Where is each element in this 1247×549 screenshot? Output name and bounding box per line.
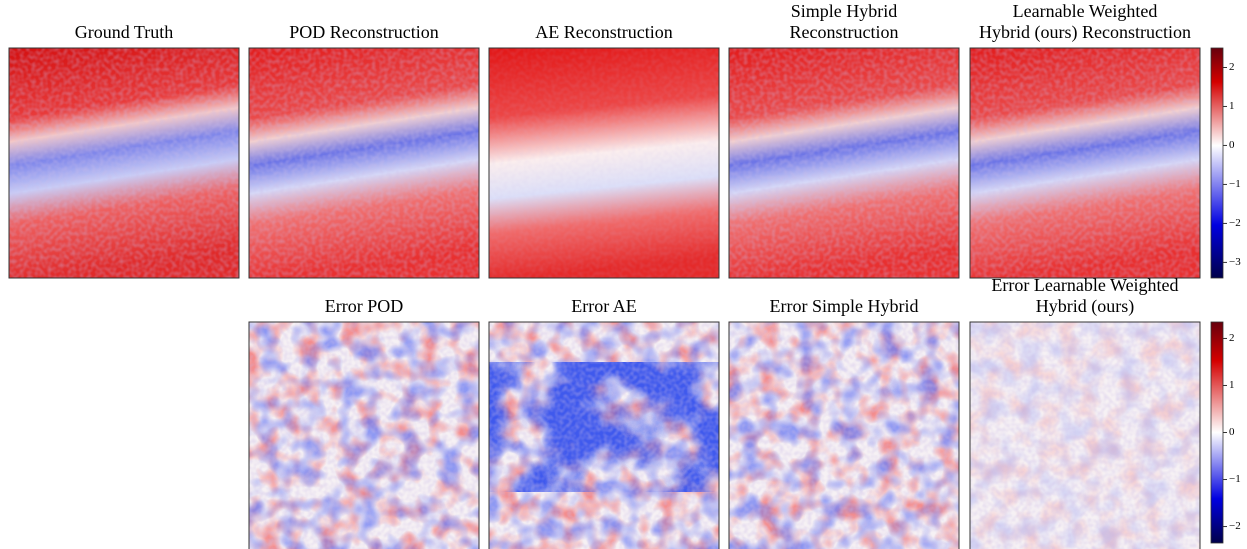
panel-title: Error POD bbox=[325, 296, 404, 316]
texture bbox=[249, 322, 479, 549]
texture bbox=[249, 48, 479, 278]
panel-title: Error AE bbox=[571, 296, 636, 316]
texture bbox=[489, 322, 719, 549]
panel-title: Simple Hybrid bbox=[791, 1, 898, 21]
colorbar bbox=[1211, 48, 1223, 278]
figure: Ground Truth POD Reconstruction AE Reconst… bbox=[0, 0, 1247, 549]
colorbar bbox=[1211, 322, 1223, 543]
panel-title: Ground Truth bbox=[75, 22, 174, 42]
panel: Error POD bbox=[249, 296, 479, 549]
panel-title: AE Reconstruction bbox=[535, 22, 672, 42]
texture bbox=[729, 322, 959, 549]
panel-title: Learnable Weighted bbox=[1013, 1, 1158, 21]
colorbar-tick-label: −2 bbox=[1229, 520, 1241, 532]
colorbar-tick-label: 0 bbox=[1229, 426, 1235, 438]
panel-title: Hybrid (ours) Reconstruction bbox=[979, 22, 1191, 43]
panel-title: POD Reconstruction bbox=[289, 22, 438, 42]
texture bbox=[970, 48, 1200, 278]
panel-title: Reconstruction bbox=[790, 22, 899, 42]
panel: Ground Truth bbox=[9, 22, 239, 278]
colorbar-tick-label: 0 bbox=[1229, 139, 1235, 151]
colorbar-tick-label: −3 bbox=[1229, 256, 1241, 268]
texture bbox=[9, 48, 239, 278]
colorbar-tick-label: 2 bbox=[1229, 332, 1235, 344]
panel: AE Reconstruction bbox=[489, 22, 719, 278]
colorbar-tick-label: −1 bbox=[1229, 178, 1241, 190]
panel-title: Hybrid (ours) bbox=[1036, 296, 1134, 317]
panel-title: Error Learnable Weighted bbox=[991, 275, 1178, 295]
colorbar-tick-label: −2 bbox=[1229, 217, 1241, 229]
panel: Error AE bbox=[489, 296, 719, 549]
colorbar-tick-label: −1 bbox=[1229, 473, 1241, 485]
texture bbox=[489, 48, 719, 278]
colorbar-tick-label: 1 bbox=[1229, 100, 1235, 112]
texture bbox=[729, 48, 959, 278]
panel: POD Reconstruction bbox=[249, 22, 479, 278]
panel: Error Simple Hybrid bbox=[729, 296, 959, 549]
colorbar-tick-label: 1 bbox=[1229, 379, 1235, 391]
panel-title: Error Simple Hybrid bbox=[770, 296, 919, 316]
texture bbox=[970, 322, 1200, 549]
colorbar-tick-label: 2 bbox=[1229, 61, 1235, 73]
